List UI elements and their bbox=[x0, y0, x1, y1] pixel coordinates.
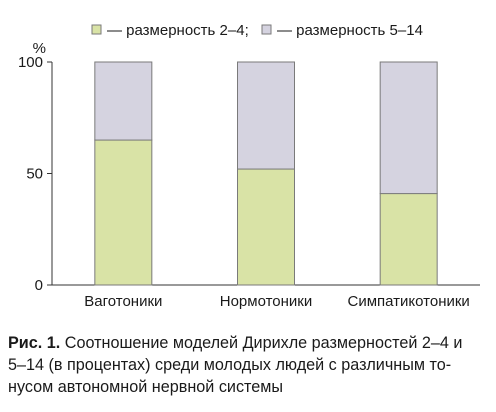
caption-label: Рис. 1. bbox=[8, 334, 61, 352]
y-axis-unit-label: % bbox=[33, 40, 46, 57]
y-tick-label: 100 bbox=[18, 54, 43, 71]
caption-text-1: Соотношение моделей Дирихле размерностей… bbox=[60, 334, 463, 352]
bar-segment-2 bbox=[237, 61, 295, 170]
legend-label-1: — размерность 2–4; bbox=[107, 22, 249, 39]
legend-swatch-2 bbox=[261, 24, 272, 35]
figure-caption: Рис. 1. Соотношение моделей Дирихле разм… bbox=[8, 332, 494, 398]
stacked-bar-chart: — размерность 2–4; — размерность 5–14 % 0 5… bbox=[18, 22, 480, 310]
legend-label-2: — размерность 5–14 bbox=[277, 22, 423, 39]
legend-swatch-1 bbox=[91, 24, 102, 35]
x-category-label: Ваготоники bbox=[84, 293, 162, 310]
caption-line-3: нусом автономной нервной системы bbox=[8, 378, 284, 396]
bar-segment-1 bbox=[237, 168, 295, 286]
y-tick-label: 50 bbox=[26, 166, 43, 183]
x-category-label: Симпатикотоники bbox=[348, 293, 470, 310]
axes: % 0 50 100 Ваготоники Нормотоники Симпатикотон… bbox=[18, 40, 480, 310]
bar-segment-1 bbox=[94, 139, 153, 286]
caption-line-2: 5–14 (в процентах) среди молодых людей с… bbox=[8, 356, 452, 374]
bar-segment-1 bbox=[379, 193, 438, 286]
y-tick-label: 0 bbox=[35, 277, 43, 294]
bar-segment-2 bbox=[379, 61, 438, 195]
legend: — размерность 2–4; — размерность 5–14 bbox=[91, 22, 423, 39]
x-category-label: Нормотоники bbox=[220, 293, 313, 310]
bars bbox=[94, 61, 438, 286]
caption-line-1: Рис. 1. Соотношение моделей Дирихле разм… bbox=[8, 332, 494, 354]
bar-segment-2 bbox=[94, 61, 153, 141]
